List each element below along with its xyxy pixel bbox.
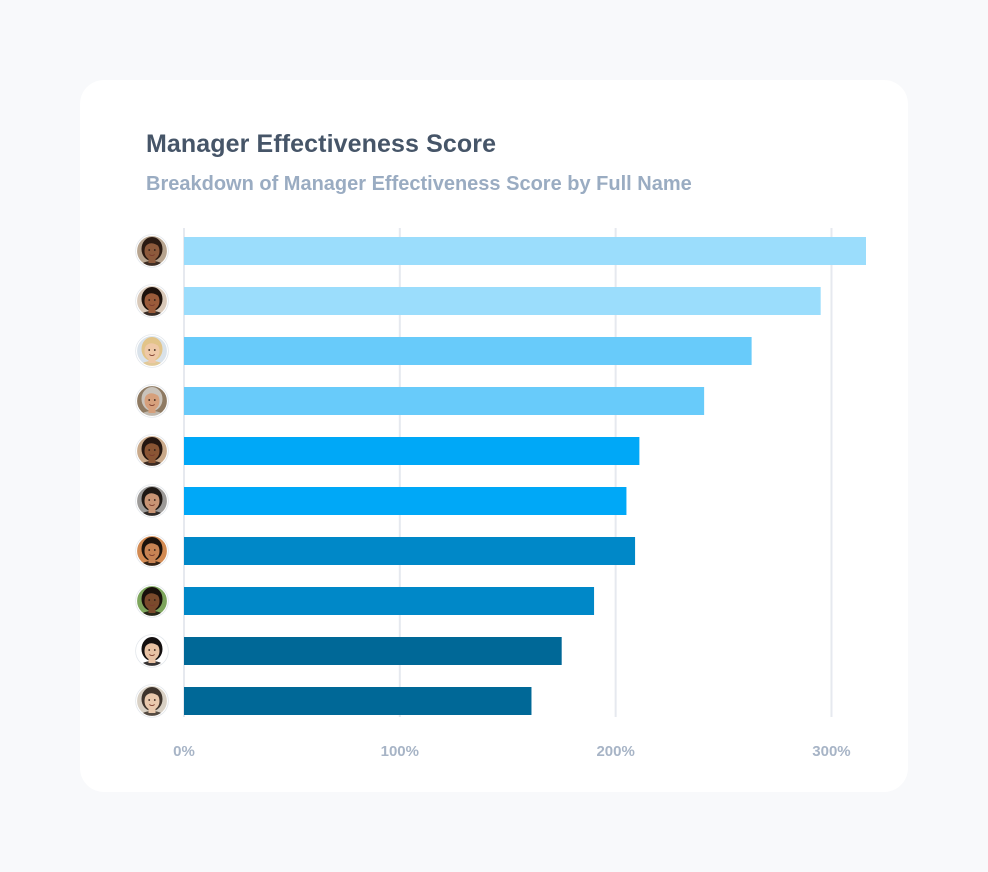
avatar-icon[interactable]: [135, 684, 169, 727]
bar[interactable]: [184, 587, 595, 615]
x-tick-label: 0%: [173, 743, 195, 760]
x-tick-label: 100%: [381, 743, 419, 760]
chart-title: Manager Effectiveness Score: [146, 130, 497, 158]
x-tick-label: 300%: [812, 743, 850, 760]
bar[interactable]: [184, 437, 640, 465]
bar[interactable]: [184, 687, 532, 715]
avatars: [135, 234, 169, 727]
chart-subtitle: Breakdown of Manager Effectiveness Score…: [146, 173, 692, 195]
bar[interactable]: [184, 637, 562, 665]
avatar-icon[interactable]: [135, 284, 169, 327]
avatar-icon[interactable]: [135, 434, 169, 477]
avatar-icon[interactable]: [135, 484, 169, 527]
avatar-icon[interactable]: [135, 384, 169, 427]
avatar-icon[interactable]: [135, 534, 169, 577]
bars: [184, 237, 866, 715]
bar[interactable]: [184, 387, 705, 415]
chart-card: [80, 80, 908, 792]
avatar-icon[interactable]: [135, 584, 169, 627]
avatar-icon[interactable]: [135, 634, 169, 677]
avatar-icon[interactable]: [135, 334, 169, 377]
avatar-icon[interactable]: [135, 234, 169, 277]
bar[interactable]: [184, 337, 752, 365]
x-tick-label: 200%: [596, 743, 634, 760]
bar[interactable]: [184, 487, 627, 515]
x-axis-ticks: 0% 100% 200% 300%: [173, 743, 850, 760]
bar[interactable]: [184, 537, 636, 565]
bar[interactable]: [184, 237, 866, 265]
bar[interactable]: [184, 287, 821, 315]
